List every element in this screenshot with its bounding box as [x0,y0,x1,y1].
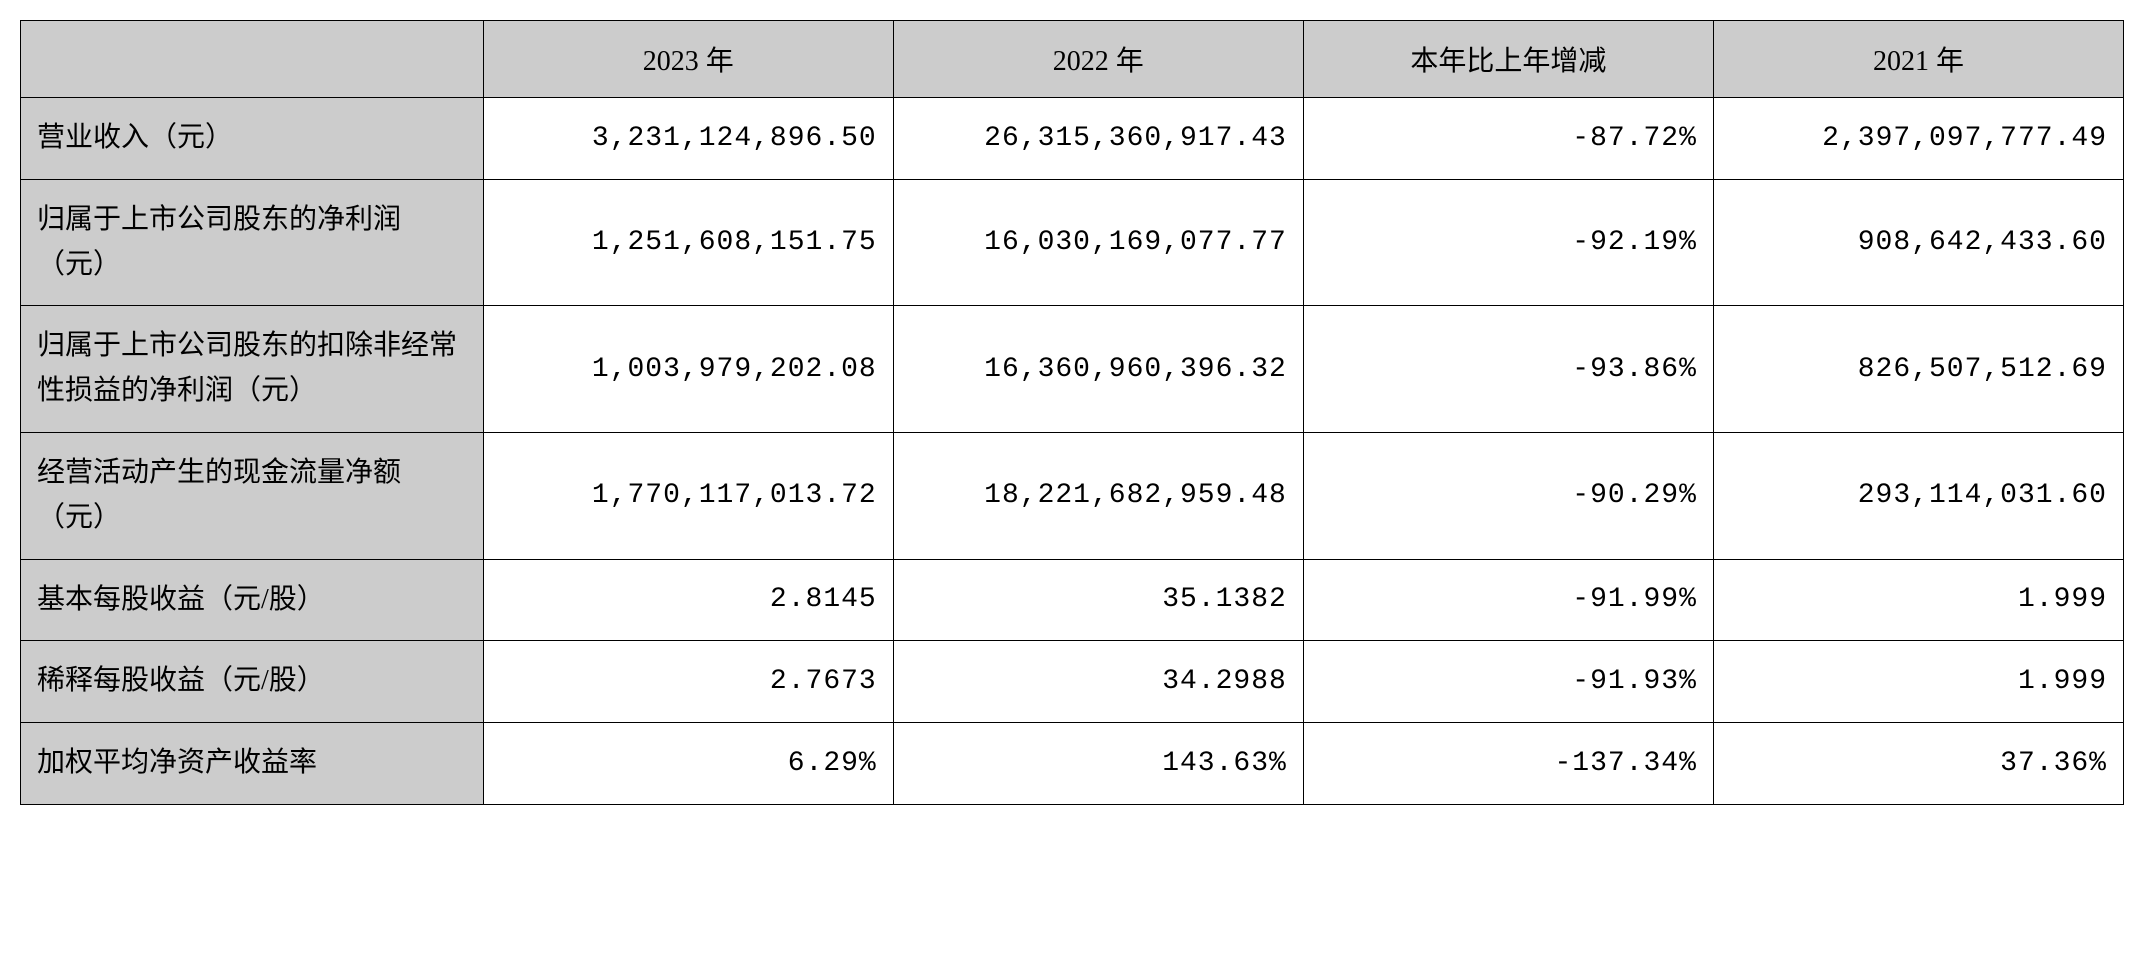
header-empty [21,21,484,98]
table-row: 基本每股收益（元/股） 2.8145 35.1382 -91.99% 1.999 [21,559,2124,641]
row-change: -90.29% [1303,432,1713,559]
row-change: -137.34% [1303,723,1713,805]
row-y2023: 2.8145 [483,559,893,641]
row-label: 稀释每股收益（元/股） [21,641,484,723]
financial-table: 2023 年 2022 年 本年比上年增减 2021 年 营业收入（元） 3,2… [20,20,2124,805]
header-2022: 2022 年 [893,21,1303,98]
row-y2021: 37.36% [1713,723,2123,805]
header-row: 2023 年 2022 年 本年比上年增减 2021 年 [21,21,2124,98]
row-y2022: 16,360,960,396.32 [893,306,1303,433]
row-y2021: 2,397,097,777.49 [1713,98,2123,180]
row-y2022: 18,221,682,959.48 [893,432,1303,559]
row-y2023: 1,003,979,202.08 [483,306,893,433]
row-y2022: 26,315,360,917.43 [893,98,1303,180]
row-y2022: 35.1382 [893,559,1303,641]
row-change: -87.72% [1303,98,1713,180]
row-label: 归属于上市公司股东的扣除非经常性损益的净利润（元） [21,306,484,433]
row-label: 营业收入（元） [21,98,484,180]
row-y2021: 826,507,512.69 [1713,306,2123,433]
row-label: 经营活动产生的现金流量净额（元） [21,432,484,559]
table-row: 营业收入（元） 3,231,124,896.50 26,315,360,917.… [21,98,2124,180]
header-2021: 2021 年 [1713,21,2123,98]
row-y2022: 16,030,169,077.77 [893,179,1303,306]
row-y2021: 293,114,031.60 [1713,432,2123,559]
table-row: 加权平均净资产收益率 6.29% 143.63% -137.34% 37.36% [21,723,2124,805]
row-y2022: 34.2988 [893,641,1303,723]
table-row: 归属于上市公司股东的扣除非经常性损益的净利润（元） 1,003,979,202.… [21,306,2124,433]
row-y2023: 1,770,117,013.72 [483,432,893,559]
row-y2023: 3,231,124,896.50 [483,98,893,180]
table-row: 经营活动产生的现金流量净额（元） 1,770,117,013.72 18,221… [21,432,2124,559]
row-change: -92.19% [1303,179,1713,306]
row-label: 基本每股收益（元/股） [21,559,484,641]
row-change: -91.93% [1303,641,1713,723]
row-y2023: 6.29% [483,723,893,805]
table-row: 归属于上市公司股东的净利润（元） 1,251,608,151.75 16,030… [21,179,2124,306]
row-label: 加权平均净资产收益率 [21,723,484,805]
row-y2021: 1.999 [1713,559,2123,641]
header-2023: 2023 年 [483,21,893,98]
row-label: 归属于上市公司股东的净利润（元） [21,179,484,306]
row-y2021: 1.999 [1713,641,2123,723]
row-y2023: 2.7673 [483,641,893,723]
table-row: 稀释每股收益（元/股） 2.7673 34.2988 -91.93% 1.999 [21,641,2124,723]
row-y2021: 908,642,433.60 [1713,179,2123,306]
row-y2023: 1,251,608,151.75 [483,179,893,306]
row-y2022: 143.63% [893,723,1303,805]
row-change: -91.99% [1303,559,1713,641]
header-change: 本年比上年增减 [1303,21,1713,98]
row-change: -93.86% [1303,306,1713,433]
